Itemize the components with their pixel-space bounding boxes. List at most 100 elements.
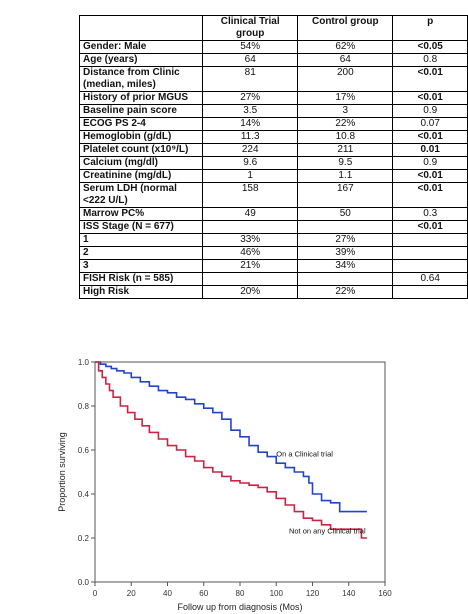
trial-value-cell: 33% <box>202 233 299 247</box>
x-tick-label: 20 <box>127 589 136 598</box>
p-value-cell: 0.8 <box>392 53 468 67</box>
control-value-cell: 200 <box>297 66 394 92</box>
chart-labels: On a Clinical trial Not on any Clinical t… <box>276 450 366 536</box>
table-row: Gender: Male 54% 62% <0.05 <box>78 40 468 54</box>
control-value-cell: 167 <box>297 182 394 208</box>
p-value-cell <box>392 259 468 273</box>
row-label-cell: History of prior MGUS <box>78 91 204 105</box>
no-clinical-trial-series-label: Not on any Clinical trial <box>289 527 366 536</box>
p-value-cell: 0.9 <box>392 104 468 118</box>
chart-series <box>95 361 367 539</box>
control-value-cell: 10.8 <box>297 130 394 144</box>
y-axis-label: Proportion surviving <box>57 432 67 512</box>
row-label-cell: Platelet count (x10⁹/L) <box>78 143 204 157</box>
y-tick-label: 1.0 <box>78 358 90 367</box>
row-label-cell: ISS Stage (N = 677) <box>78 220 204 234</box>
trial-value-cell: 49 <box>202 207 299 221</box>
row-label-cell: Gender: Male <box>78 40 204 54</box>
p-value-cell: <0.01 <box>392 66 468 92</box>
control-value-cell: 64 <box>297 53 394 67</box>
y-tick-label: 0.8 <box>78 402 90 411</box>
x-tick-label: 80 <box>236 589 245 598</box>
trial-value-cell: 46% <box>202 246 299 260</box>
p-value-cell: <0.01 <box>392 220 468 234</box>
p-value-cell <box>392 285 468 299</box>
header-cell <box>78 15 204 41</box>
row-label-cell: Baseline pain score <box>78 104 204 118</box>
trial-value-cell: 3.5 <box>202 104 299 118</box>
row-label-cell: FISH Risk (n = 585) <box>78 272 204 286</box>
control-value-cell: 27% <box>297 233 394 247</box>
row-label-cell: Creatinine (mg/dL) <box>78 169 204 183</box>
table-row: Platelet count (x10⁹/L) 224 211 0.01 <box>78 143 468 157</box>
row-label-cell: Age (years) <box>78 53 204 67</box>
trial-value-cell: 1 <box>202 169 299 183</box>
control-value-cell <box>297 220 394 234</box>
control-value-cell: 9.5 <box>297 156 394 170</box>
trial-value-cell: 27% <box>202 91 299 105</box>
table-row: 1 33% 27% <box>78 233 468 247</box>
header-cell: p <box>392 15 468 41</box>
table-row: Creatinine (mg/dL) 1 1.1 <0.01 <box>78 169 468 183</box>
table-row: Baseline pain score 3.5 3 0.9 <box>78 104 468 118</box>
table-row: Hemoglobin (g/dL) 11.3 10.8 <0.01 <box>78 130 468 144</box>
control-value-cell: 62% <box>297 40 394 54</box>
control-value-cell: 17% <box>297 91 394 105</box>
x-tick-label: 0 <box>93 589 98 598</box>
trial-value-cell: 21% <box>202 259 299 273</box>
y-tick-label: 0.4 <box>78 490 90 499</box>
header-cell: Clinical Trial group <box>202 15 299 41</box>
x-tick-label: 160 <box>378 589 392 598</box>
p-value-cell: <0.05 <box>392 40 468 54</box>
p-value-cell: 0.9 <box>392 156 468 170</box>
table-header-row: Clinical Trial group Control group p <box>78 15 468 41</box>
x-tick-label: 60 <box>199 589 208 598</box>
table-row: Marrow PC% 49 50 0.3 <box>78 207 468 221</box>
row-label-cell: Calcium (mg/dl) <box>78 156 204 170</box>
p-value-cell: 0.01 <box>392 143 468 157</box>
x-tick-label: 120 <box>306 589 320 598</box>
row-label-cell: Hemoglobin (g/dL) <box>78 130 204 144</box>
x-tick-label: 40 <box>163 589 172 598</box>
clinical-trial-series-label: On a Clinical trial <box>276 450 333 459</box>
row-label-cell: Marrow PC% <box>78 207 204 221</box>
table-row: Serum LDH (normal <222 U/L) 158 167 <0.01 <box>78 182 468 208</box>
table-row: FISH Risk (n = 585) 0.64 <box>78 272 468 286</box>
row-label-cell: Serum LDH (normal <222 U/L) <box>78 182 204 208</box>
control-value-cell: 34% <box>297 259 394 273</box>
table-row: Age (years) 64 64 0.8 <box>78 53 468 67</box>
row-label-cell: ECOG PS 2-4 <box>78 117 204 131</box>
table-row: Calcium (mg/dl) 9.6 9.5 0.9 <box>78 156 468 170</box>
x-tick-label: 140 <box>342 589 356 598</box>
trial-value-cell: 9.6 <box>202 156 299 170</box>
row-label-cell: 3 <box>78 259 204 273</box>
trial-value-cell: 64 <box>202 53 299 67</box>
control-value-cell: 50 <box>297 207 394 221</box>
header-cell: Control group <box>297 15 394 41</box>
trial-value-cell: 14% <box>202 117 299 131</box>
trial-value-cell: 54% <box>202 40 299 54</box>
p-value-cell: <0.01 <box>392 130 468 144</box>
p-value-cell: <0.01 <box>392 182 468 208</box>
trial-value-cell <box>202 220 299 234</box>
no-clinical-trial-survival-line <box>95 361 367 539</box>
y-tick-label: 0.2 <box>78 534 90 543</box>
control-value-cell <box>297 272 394 286</box>
chart-axes: 0 20 40 60 80 100 120 140 160 0.0 0.2 0.4 0.6 0.8 1.0 F… <box>57 358 392 612</box>
plot-frame <box>94 361 386 583</box>
trial-value-cell <box>202 272 299 286</box>
table-row: 2 46% 39% <box>78 246 468 260</box>
control-value-cell: 22% <box>297 117 394 131</box>
control-value-cell: 3 <box>297 104 394 118</box>
control-value-cell: 1.1 <box>297 169 394 183</box>
trial-value-cell: 20% <box>202 285 299 299</box>
table-row: ECOG PS 2-4 14% 22% 0.07 <box>78 117 468 131</box>
control-value-cell: 22% <box>297 285 394 299</box>
table-row: Distance from Clinic (median, miles) 81 20… <box>78 66 468 92</box>
p-value-cell: <0.01 <box>392 169 468 183</box>
p-value-cell: 0.3 <box>392 207 468 221</box>
survival-chart: 0 20 40 60 80 100 120 140 160 0.0 0.2 0.4 0.6 0.8 1.0 F… <box>57 358 392 612</box>
y-tick-label: 0.6 <box>78 446 90 455</box>
control-value-cell: 211 <box>297 143 394 157</box>
trial-value-cell: 11.3 <box>202 130 299 144</box>
